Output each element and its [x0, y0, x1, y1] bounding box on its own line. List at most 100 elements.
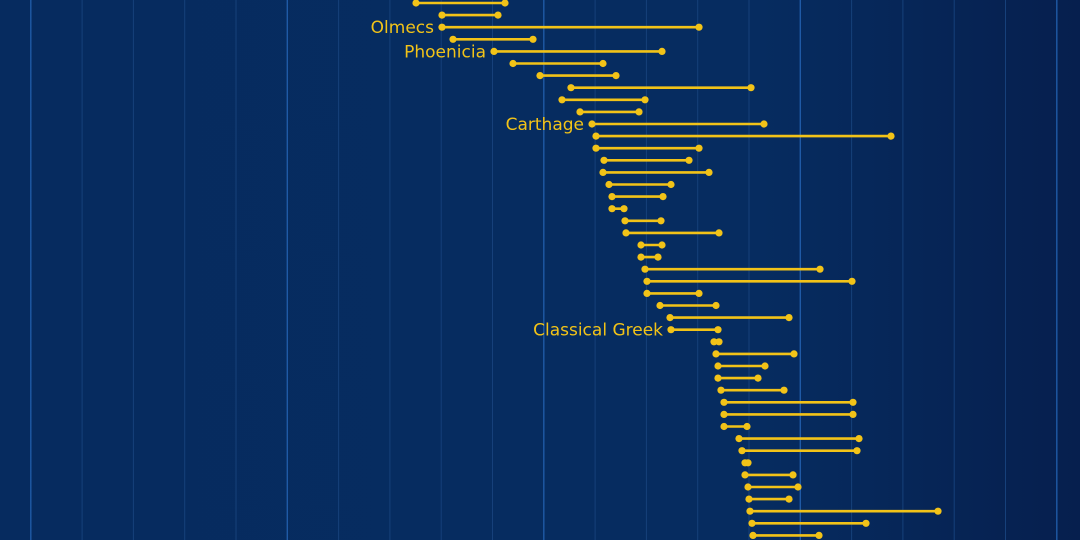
range-row	[712, 350, 798, 358]
range-row	[449, 35, 537, 43]
range-end-point	[848, 277, 856, 285]
range-end-point	[744, 459, 752, 467]
range-row	[608, 205, 628, 213]
range-row	[599, 168, 713, 176]
range-start-point	[509, 59, 517, 68]
range-row	[643, 289, 703, 297]
range-start-point	[412, 0, 420, 7]
range-start-point	[536, 72, 544, 80]
range-row	[576, 108, 643, 116]
range-row	[588, 120, 768, 128]
range-row	[641, 265, 824, 273]
range-start-point	[746, 507, 754, 515]
range-end-point	[715, 338, 723, 346]
range-end-point	[667, 180, 675, 189]
range-end-point	[849, 410, 857, 418]
range-row	[656, 301, 720, 310]
range-row	[720, 410, 857, 418]
range-start-point	[744, 483, 752, 491]
range-end-point	[761, 362, 769, 370]
gridlines	[30, 0, 1058, 540]
range-end-point	[599, 59, 607, 68]
range-start-point	[641, 265, 649, 273]
range-row	[637, 253, 662, 261]
range-row	[592, 144, 703, 152]
range-end-point	[529, 35, 537, 43]
range-start-point	[720, 398, 728, 406]
range-start-point	[656, 301, 664, 310]
range-end-point	[794, 483, 802, 491]
range-row	[490, 47, 666, 56]
range-row	[720, 422, 751, 431]
range-row	[741, 459, 752, 467]
range-end-point	[789, 471, 797, 479]
range-end-point	[685, 156, 693, 164]
range-row	[666, 314, 793, 322]
range-row	[608, 193, 667, 201]
range-start-point	[438, 23, 446, 31]
range-row	[741, 471, 797, 479]
range-end-point	[747, 84, 755, 92]
range-row	[509, 59, 607, 68]
range-start-point	[748, 519, 756, 527]
range-start-point	[605, 180, 613, 189]
range-end-point	[743, 422, 751, 431]
range-start-point	[710, 338, 718, 346]
range-end-point	[815, 531, 823, 540]
row-labels: Olmecs Phoenicia Carthage Classical Greek	[371, 18, 663, 341]
range-row	[622, 229, 723, 237]
range-start-point	[643, 289, 651, 297]
range-row	[621, 217, 665, 225]
range-start-point	[714, 374, 722, 382]
range-end-point	[862, 519, 870, 527]
range-start-point	[717, 386, 725, 394]
range-end-point	[657, 217, 665, 225]
range-row	[667, 326, 722, 334]
range-row	[412, 0, 509, 7]
range-end-point	[785, 314, 793, 322]
range-row	[536, 72, 620, 80]
range-row	[600, 156, 693, 164]
range-end-point	[620, 205, 628, 213]
range-start-point	[621, 217, 629, 225]
range-row	[717, 386, 788, 394]
range-row	[605, 180, 675, 189]
range-end-point	[760, 120, 768, 128]
range-start-point	[490, 47, 498, 56]
range-end-point	[705, 168, 713, 176]
range-row	[643, 277, 856, 285]
range-start-point	[712, 350, 720, 358]
range-row	[567, 84, 755, 92]
range-end-point	[695, 23, 703, 31]
range-end-point	[654, 253, 662, 261]
range-row	[558, 96, 649, 104]
range-end-point	[785, 495, 793, 503]
range-start-point	[608, 193, 616, 201]
range-row	[710, 338, 723, 346]
range-start-point	[438, 11, 446, 19]
range-row	[746, 507, 942, 515]
range-end-point	[635, 108, 643, 116]
range-row	[744, 483, 802, 491]
range-start-point	[637, 241, 645, 249]
range-end-point	[855, 435, 863, 443]
row-label: Olmecs	[371, 18, 434, 38]
range-start-point	[643, 277, 651, 285]
row-label: Phoenicia	[404, 42, 486, 62]
range-end-point	[934, 507, 942, 515]
range-row	[745, 495, 793, 503]
range-end-point	[714, 326, 722, 334]
range-row	[637, 241, 666, 249]
range-end-point	[695, 144, 703, 152]
range-row	[714, 362, 769, 370]
range-row	[735, 435, 863, 443]
range-start-point	[720, 410, 728, 418]
range-start-point	[738, 447, 746, 455]
range-start-point	[745, 495, 753, 503]
range-end-point	[641, 96, 649, 104]
range-end-point	[659, 193, 667, 201]
range-start-point	[749, 531, 757, 540]
range-start-point	[622, 229, 630, 237]
